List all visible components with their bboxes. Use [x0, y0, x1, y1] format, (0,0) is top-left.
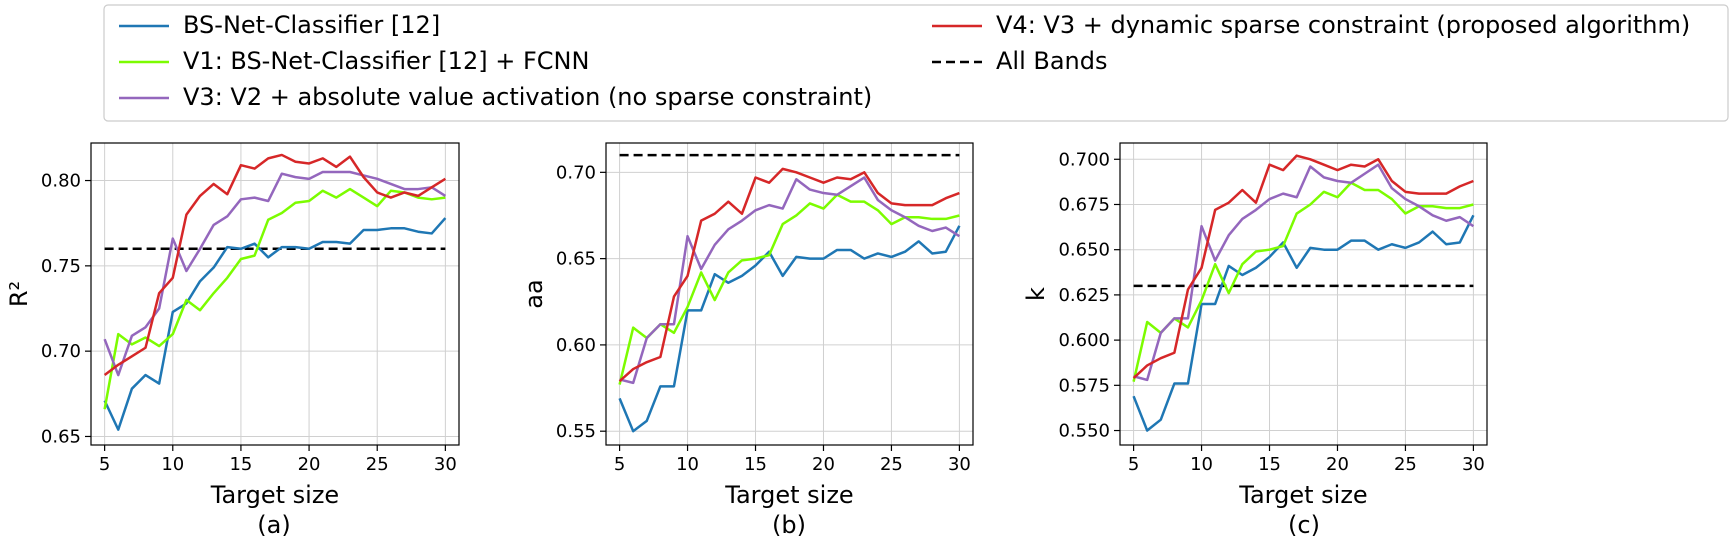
x-axis-label: Target size — [1238, 481, 1367, 509]
y-tick-label: 0.700 — [1058, 149, 1110, 170]
chart-panel-c: 5 10 15 20 25 30 0.550 0.575 0.600 0.625 0.650 0.67… — [1022, 142, 1488, 509]
legend-frame — [103, 4, 1729, 122]
x-tick-label: 30 — [1462, 454, 1485, 475]
x-tick-label: 10 — [1190, 454, 1213, 475]
chart-panel-b: 5 10 15 20 25 30 0.55 0.60 0.65 0.70 Target size aa — [520, 142, 974, 509]
y-axis-label: R² — [5, 281, 33, 307]
x-tick-label: 30 — [434, 454, 457, 475]
x-tick-label: 15 — [229, 454, 252, 475]
x-tick-label: 20 — [1326, 454, 1349, 475]
subfigure-label-c: (c) — [1288, 511, 1320, 539]
x-tick-label: 20 — [812, 454, 835, 475]
y-tick-label: 0.575 — [1058, 375, 1110, 396]
y-tick-label: 0.60 — [556, 335, 596, 356]
legend-label-bs-net: BS-Net-Classifier [12] — [183, 11, 440, 39]
subfigure-label-a: (a) — [257, 511, 290, 539]
series-line-v3-v2-absolute-value-activation-no-sparse-constraint — [619, 176, 961, 385]
y-tick-label: 0.600 — [1058, 330, 1110, 351]
x-tick-label: 5 — [99, 454, 110, 475]
x-tick-label: 5 — [1128, 454, 1139, 475]
subfigure-label-b: (b) — [772, 511, 806, 539]
x-axis-label: Target size — [210, 481, 339, 509]
axes-frame — [1119, 142, 1488, 446]
y-tick-label: 0.65 — [41, 426, 81, 447]
legend-label-v1: V1: BS-Net-Classifier [12] + FCNN — [183, 47, 589, 75]
x-tick-label: 15 — [744, 454, 767, 475]
axes-frame — [605, 142, 974, 446]
x-axis-label: Target size — [724, 481, 853, 509]
x-tick-label: 20 — [298, 454, 321, 475]
series-line-v4-v3-dynamic-sparse-constraint-proposed-algorithm — [618, 167, 960, 383]
y-tick-label: 0.70 — [556, 162, 596, 183]
series-line-v1-bs-net-classifier-12-fcnn — [1132, 181, 1474, 382]
y-tick-label: 0.675 — [1058, 194, 1110, 215]
chart-panel-a: 5 10 15 20 25 30 0.65 0.70 0.75 0.80 Target size R² — [5, 142, 460, 509]
y-tick-label: 0.80 — [41, 171, 81, 192]
x-tick-label: 10 — [676, 454, 699, 475]
series-line-bs-net-classifier-12 — [103, 217, 447, 431]
x-tick-label: 5 — [614, 454, 625, 475]
axes-frame — [90, 142, 460, 446]
series-line-v3-v2-absolute-value-activation-no-sparse-constraint — [103, 170, 447, 377]
x-tick-label: 15 — [1258, 454, 1281, 475]
chart-panels: 5 10 15 20 25 30 0.65 0.70 0.75 0.80 Target size R²… — [5, 142, 1488, 509]
x-tick-label: 25 — [1394, 454, 1417, 475]
y-tick-label: 0.65 — [556, 249, 596, 270]
legend-label-v4: V4: V3 + dynamic sparse constraint (prop… — [996, 11, 1690, 39]
y-axis-label: aa — [520, 279, 548, 308]
series-line-v4-v3-dynamic-sparse-constraint-proposed-algorithm — [1132, 154, 1474, 380]
y-tick-label: 0.650 — [1058, 240, 1110, 261]
y-tick-label: 0.75 — [41, 256, 81, 277]
legend-label-all-bands: All Bands — [996, 47, 1108, 75]
plot-area — [1120, 143, 1487, 445]
series-line-v4-v3-dynamic-sparse-constraint-proposed-algorithm — [103, 153, 447, 377]
series-line-v1-bs-net-classifier-12-fcnn — [103, 187, 446, 410]
x-tick-label: 25 — [366, 454, 389, 475]
plot-area — [606, 143, 973, 445]
x-tick-label: 10 — [161, 454, 184, 475]
y-tick-label: 0.625 — [1058, 285, 1110, 306]
y-tick-label: 0.55 — [556, 421, 596, 442]
x-tick-label: 30 — [948, 454, 971, 475]
y-tick-label: 0.70 — [41, 341, 81, 362]
plot-area — [91, 143, 459, 445]
legend-label-v3: V3: V2 + absolute value activation (no s… — [183, 83, 872, 111]
series-line-v1-bs-net-classifier-12-fcnn — [618, 193, 960, 385]
y-axis-label: k — [1022, 287, 1050, 301]
series-line-bs-net-classifier-12 — [618, 225, 961, 433]
x-tick-label: 25 — [880, 454, 903, 475]
series-line-v3-v2-absolute-value-activation-no-sparse-constraint — [1133, 163, 1475, 382]
legend: BS-Net-Classifier [12] V1: BS-Net-Classi… — [103, 4, 1729, 122]
y-tick-label: 0.550 — [1058, 421, 1110, 442]
series-line-bs-net-classifier-12 — [1132, 214, 1475, 432]
